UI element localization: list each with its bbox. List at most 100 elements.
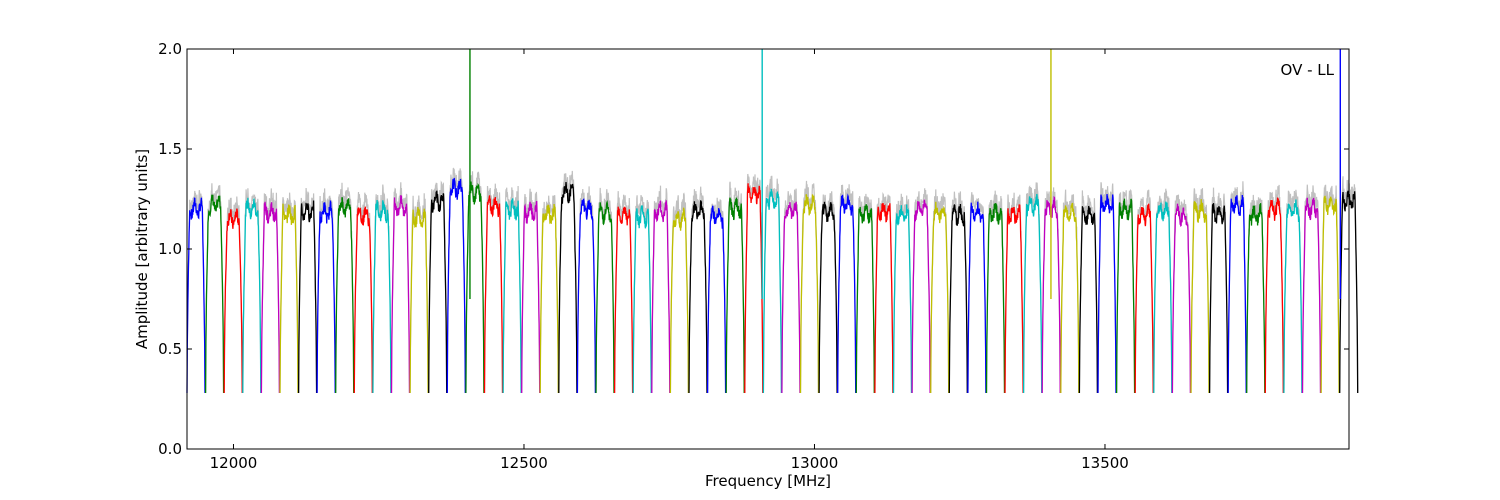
background-trace [688, 186, 708, 394]
channel-series-line [1004, 204, 1024, 394]
channel-series-line [799, 194, 820, 394]
x-tick-label: 13500 [1081, 454, 1129, 472]
background-trace [744, 173, 764, 394]
channel-series-line [1190, 199, 1210, 394]
channel-series-line [465, 181, 485, 394]
background-trace [298, 187, 318, 394]
background-trace [855, 193, 875, 394]
background-trace [632, 194, 652, 394]
channel-series-line [186, 197, 206, 394]
channel-series-line [558, 182, 578, 394]
background-trace [316, 188, 336, 394]
channel-series-line [483, 195, 504, 394]
channel-series-line [242, 197, 262, 394]
channel-series-line [1097, 194, 1117, 394]
background-trace [837, 184, 857, 394]
background-trace [1060, 189, 1080, 394]
background-trace [1283, 189, 1303, 394]
channel-series-line [539, 203, 559, 394]
channel-series-line [1134, 203, 1154, 394]
channel-series-line [1301, 197, 1322, 394]
channel-series-line [818, 201, 838, 394]
channel-series-line [781, 201, 801, 394]
y-tick-label: 0.0 [158, 440, 182, 458]
background-trace [1227, 181, 1247, 394]
background-trace [1078, 190, 1099, 394]
x-axis-label: Frequency [MHz] [705, 472, 831, 490]
channel-series-line [1171, 203, 1192, 394]
background-trace [279, 192, 299, 394]
channel-series-line [688, 200, 708, 394]
y-tick-label: 0.5 [158, 340, 182, 358]
y-tick-label: 1.5 [158, 140, 182, 158]
channel-series-line [837, 193, 857, 394]
plot-annotation: OV - LL [1281, 61, 1335, 79]
channel-series-line [1320, 195, 1340, 394]
channel-series-line [335, 197, 355, 394]
channel-series-line [706, 205, 727, 394]
y-tick-label: 2.0 [158, 40, 182, 58]
background-trace [1301, 184, 1322, 394]
background-trace [911, 188, 931, 394]
x-tick-label: 12500 [500, 454, 548, 472]
channel-series-line [1078, 205, 1099, 394]
channel-series-line [651, 200, 671, 394]
channel-series-line [613, 206, 634, 394]
spike-group [469, 49, 1341, 299]
channel-series-line [1283, 199, 1303, 394]
channel-series-line [1227, 194, 1247, 394]
y-tick-label: 1.0 [158, 240, 182, 258]
channel-series-line [521, 200, 541, 394]
background-trace [1115, 188, 1136, 394]
channel-series-line [428, 190, 448, 394]
channel-series-line [297, 200, 318, 394]
channel-series-line [204, 194, 225, 394]
background-trace [521, 188, 541, 394]
background-trace [409, 193, 429, 394]
channel-series-line [874, 202, 894, 394]
channel-series-line [409, 206, 429, 394]
channel-series-line [948, 203, 968, 394]
channel-series-line [669, 207, 690, 394]
channel-series-line [1153, 201, 1173, 394]
background-trace [1246, 194, 1266, 394]
channel-series-line [632, 204, 652, 394]
x-tick-label: 13000 [791, 454, 839, 472]
channel-series-line [855, 204, 875, 394]
channel-series-line [316, 199, 336, 394]
channel-series-line [1060, 202, 1080, 394]
channel-series-line [744, 183, 764, 394]
x-axis: 12000 12500 13000 13500 [210, 49, 1129, 472]
channel-series-line [1246, 203, 1266, 394]
channel-series-line [985, 203, 1006, 394]
channel-series-line [576, 198, 597, 394]
background-trace [335, 182, 355, 394]
channel-series-line [967, 201, 987, 394]
channel-series-line [390, 195, 411, 394]
channel-series-line [1115, 198, 1136, 394]
channel-series-line [1208, 203, 1229, 394]
channel-series-line [372, 199, 392, 394]
channel-series-line [260, 201, 281, 394]
channel-series-line [892, 204, 913, 394]
channel-series-line [911, 199, 931, 394]
channel-series-line [279, 203, 299, 394]
channel-series-line [223, 208, 243, 394]
x-tick-label: 12000 [210, 454, 258, 472]
channel-series-line [930, 201, 950, 394]
background-trace [669, 192, 690, 394]
background-trace [1190, 188, 1210, 394]
channel-series-line [1264, 197, 1284, 394]
series-group [186, 177, 1359, 394]
channel-series-line [762, 188, 783, 394]
channel-series-line [502, 198, 522, 394]
channel-series-line [725, 197, 745, 394]
background-trace [1134, 189, 1154, 394]
channel-series-line [1022, 193, 1043, 394]
y-axis-label: Amplitude [arbitrary units] [133, 149, 151, 349]
background-trace [502, 185, 522, 394]
channel-series-line [353, 206, 373, 394]
y-axis: 0.0 0.5 1.0 1.5 2.0 [158, 40, 1349, 458]
background-trace [390, 182, 411, 394]
